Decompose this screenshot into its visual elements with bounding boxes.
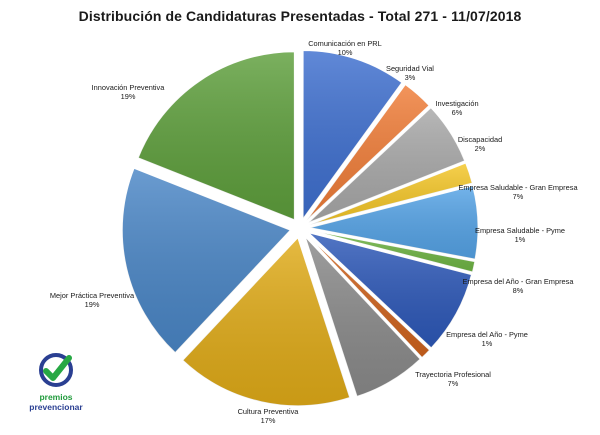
logo-text-line1: premios	[39, 392, 72, 402]
logo-text-line2: prevencionar	[29, 402, 83, 412]
pct-empresa-del-ano-gran-empresa: 8%	[513, 286, 524, 295]
chart-title: Distribución de Candidaturas Presentadas…	[78, 8, 522, 24]
slice-shading	[307, 235, 430, 358]
pct-discapacidad: 2%	[475, 144, 486, 153]
pct-innovacion-preventiva: 19%	[121, 92, 136, 101]
premios-prevencionar-logo: premios prevencionar	[29, 353, 83, 412]
pct-empresa-del-ano-pyme: 1%	[482, 339, 493, 348]
slice-shading	[306, 84, 430, 221]
slice-shading	[309, 185, 478, 260]
slice-shading	[303, 50, 402, 219]
slice-shading	[138, 51, 295, 220]
label-investigacion: Investigación	[435, 99, 478, 108]
pct-seguridad-vial: 3%	[405, 73, 416, 82]
logo-ring	[39, 353, 73, 387]
pct-cultura-preventiva: 17%	[261, 416, 276, 425]
slice-shading	[308, 107, 465, 223]
label-empresa-del-ano-gran-empresa: Empresa del Año - Gran Empresa	[463, 277, 575, 286]
slice-shading	[182, 237, 350, 406]
pct-trayectoria-profesional: 7%	[448, 379, 459, 388]
pct-mejor-practica-preventiva: 19%	[85, 300, 100, 309]
pct-investigacion: 6%	[452, 108, 463, 117]
pct-empresa-saludable-pyme: 1%	[515, 235, 526, 244]
label-empresa-saludable-pyme: Empresa Saludable - Pyme	[475, 226, 565, 235]
slice-shading	[309, 230, 475, 272]
label-comunicacion-en-prl: Comunicación en PRL	[308, 39, 382, 48]
label-empresa-saludable-gran-empresa: Empresa Saludable - Gran Empresa	[458, 183, 578, 192]
slice-shading	[309, 163, 473, 225]
label-cultura-preventiva: Cultura Preventiva	[238, 407, 300, 416]
label-trayectoria-profesional: Trayectoria Profesional	[415, 370, 491, 379]
label-innovacion-preventiva: Innovación Preventiva	[92, 83, 166, 92]
slice-shading	[308, 232, 472, 348]
pct-empresa-saludable-gran-empresa: 7%	[513, 192, 524, 201]
label-mejor-practica-preventiva: Mejor Práctica Preventiva	[50, 291, 135, 300]
label-seguridad-vial: Seguridad Vial	[386, 64, 434, 73]
slice-shading	[305, 236, 421, 397]
label-empresa-del-ano-pyme: Empresa del Año - Pyme	[446, 330, 528, 339]
checkmark-icon	[43, 355, 72, 381]
pie-slices	[121, 49, 479, 407]
slice-shading	[122, 168, 291, 353]
pct-comunicacion-en-prl: 10%	[338, 48, 353, 57]
label-discapacidad: Discapacidad	[458, 135, 502, 144]
